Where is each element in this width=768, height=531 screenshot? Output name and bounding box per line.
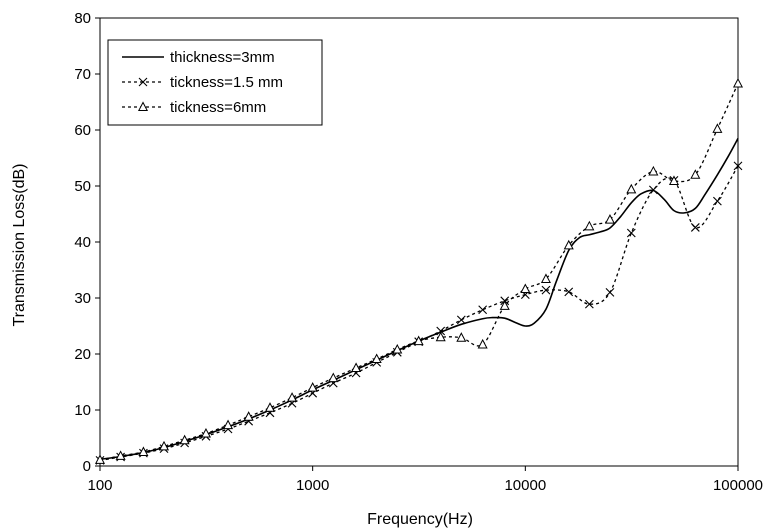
series-point: [392, 343, 403, 354]
series-point: [563, 239, 574, 250]
series-point: [733, 161, 743, 171]
series-2: [95, 161, 743, 465]
series-point: [690, 223, 700, 232]
series-point: [138, 446, 149, 456]
series-point: [435, 331, 446, 342]
series-point: [307, 382, 318, 392]
series-line: [99, 165, 739, 462]
series-point: [584, 220, 595, 231]
legend-label: tickness=6mm: [170, 99, 266, 116]
y-axis-title: Transmission Loss(dB): [11, 163, 28, 326]
series-point: [626, 183, 637, 194]
series-point: [328, 372, 339, 383]
series-point: [94, 454, 106, 464]
series-point: [456, 315, 466, 325]
series-point: [351, 362, 362, 372]
series-point: [648, 165, 659, 176]
series-point: [732, 77, 744, 88]
series-point: [584, 299, 594, 309]
series-point: [541, 285, 551, 295]
series-point: [371, 353, 382, 364]
series-point: [477, 338, 488, 349]
series-3: [94, 77, 744, 464]
x-tick-label: 100000: [713, 477, 763, 494]
x-tick-label: 100: [87, 477, 112, 494]
x-tick-label: 10000: [504, 477, 546, 494]
series-point: [287, 392, 298, 402]
series-point: [179, 434, 190, 445]
series-line: [99, 138, 739, 461]
y-tick-label: 10: [74, 402, 91, 419]
series-1: [99, 138, 739, 461]
y-tick-label: 80: [74, 10, 91, 27]
legend-item: tickness=1.5 mm: [122, 74, 283, 91]
series-point: [243, 411, 254, 421]
series-point: [713, 196, 722, 206]
series-layer: [94, 77, 744, 465]
x-axis: 100 1000 10000 100000: [87, 466, 763, 494]
legend-marker: [137, 101, 149, 111]
legend-label: tickness=1.5 mm: [170, 74, 283, 91]
series-point: [158, 440, 170, 451]
series-line: [99, 83, 739, 461]
x-tick-label: 1000: [296, 477, 329, 494]
series-point: [648, 185, 658, 195]
series-point: [605, 288, 615, 297]
series-point: [540, 273, 551, 283]
legend-item: thickness=3mm: [122, 49, 275, 66]
series-point: [436, 326, 446, 336]
series-point: [520, 283, 531, 294]
y-tick-label: 60: [74, 122, 91, 139]
series-point: [456, 332, 467, 342]
legend-marker: [138, 77, 148, 87]
y-tick-label: 0: [83, 458, 91, 475]
series-point: [604, 214, 615, 224]
y-tick-label: 40: [74, 234, 91, 251]
series-point: [564, 287, 574, 297]
series-point: [264, 402, 276, 412]
legend-item: tickness=6mm: [122, 99, 266, 116]
x-axis-title: Frequency(Hz): [367, 511, 473, 528]
y-tick-label: 30: [74, 290, 91, 307]
y-axis: 0 10 20 30 40 50 60 70 80: [74, 10, 100, 475]
y-tick-label: 70: [74, 66, 91, 83]
series-point: [499, 300, 510, 310]
series-point: [668, 175, 680, 185]
y-tick-label: 20: [74, 346, 91, 363]
series-point: [626, 228, 636, 238]
y-tick-label: 50: [74, 178, 91, 195]
series-point: [712, 123, 723, 133]
series-point: [413, 335, 424, 346]
series-point: [690, 169, 701, 179]
series-point: [115, 450, 126, 460]
legend-label: thickness=3mm: [170, 49, 275, 66]
series-point: [200, 427, 212, 438]
series-point: [478, 305, 488, 315]
legend: thickness=3mm tickness=1.5 mm tickness=6mm: [107, 39, 323, 126]
series-point: [223, 419, 234, 430]
